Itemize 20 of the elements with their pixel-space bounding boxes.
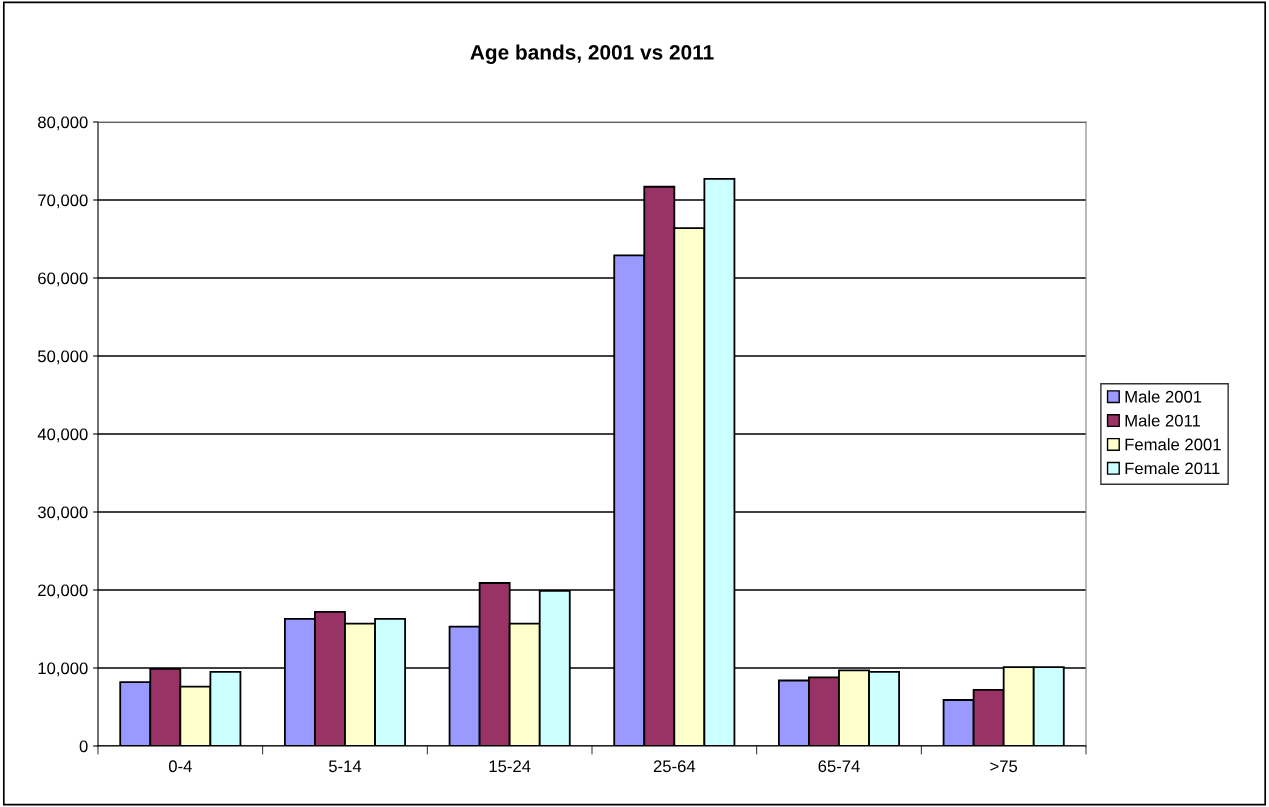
- legend-label: Female 2001: [1125, 438, 1221, 451]
- x-tick-label: 0-4: [168, 760, 192, 773]
- y-tick-label: 60,000: [38, 272, 88, 287]
- legend-label: Female 2011: [1125, 462, 1220, 475]
- y-tick-label: 50,000: [37, 350, 88, 365]
- x-tick-label: 25-64: [653, 760, 696, 773]
- legend-label: Male 2001: [1125, 390, 1202, 403]
- y-tick-label: 30,000: [37, 506, 88, 521]
- y-tick-label: 20,000: [38, 584, 88, 599]
- x-tick-label: 15-24: [489, 760, 531, 773]
- y-tick-label: 0: [79, 740, 88, 753]
- x-tick-label: >75: [990, 760, 1018, 773]
- x-tick-label: 65-74: [818, 760, 860, 773]
- y-tick-label: 10,000: [38, 662, 88, 677]
- y-tick-label: 40,000: [37, 428, 88, 443]
- x-tick-label: 5-14: [328, 760, 362, 773]
- y-tick-label: 80,000: [38, 116, 88, 131]
- y-tick-label: 70,000: [38, 194, 88, 209]
- legend-label: Male 2011: [1125, 414, 1200, 427]
- chart-title: Age bands, 2001 vs 2011: [470, 44, 714, 64]
